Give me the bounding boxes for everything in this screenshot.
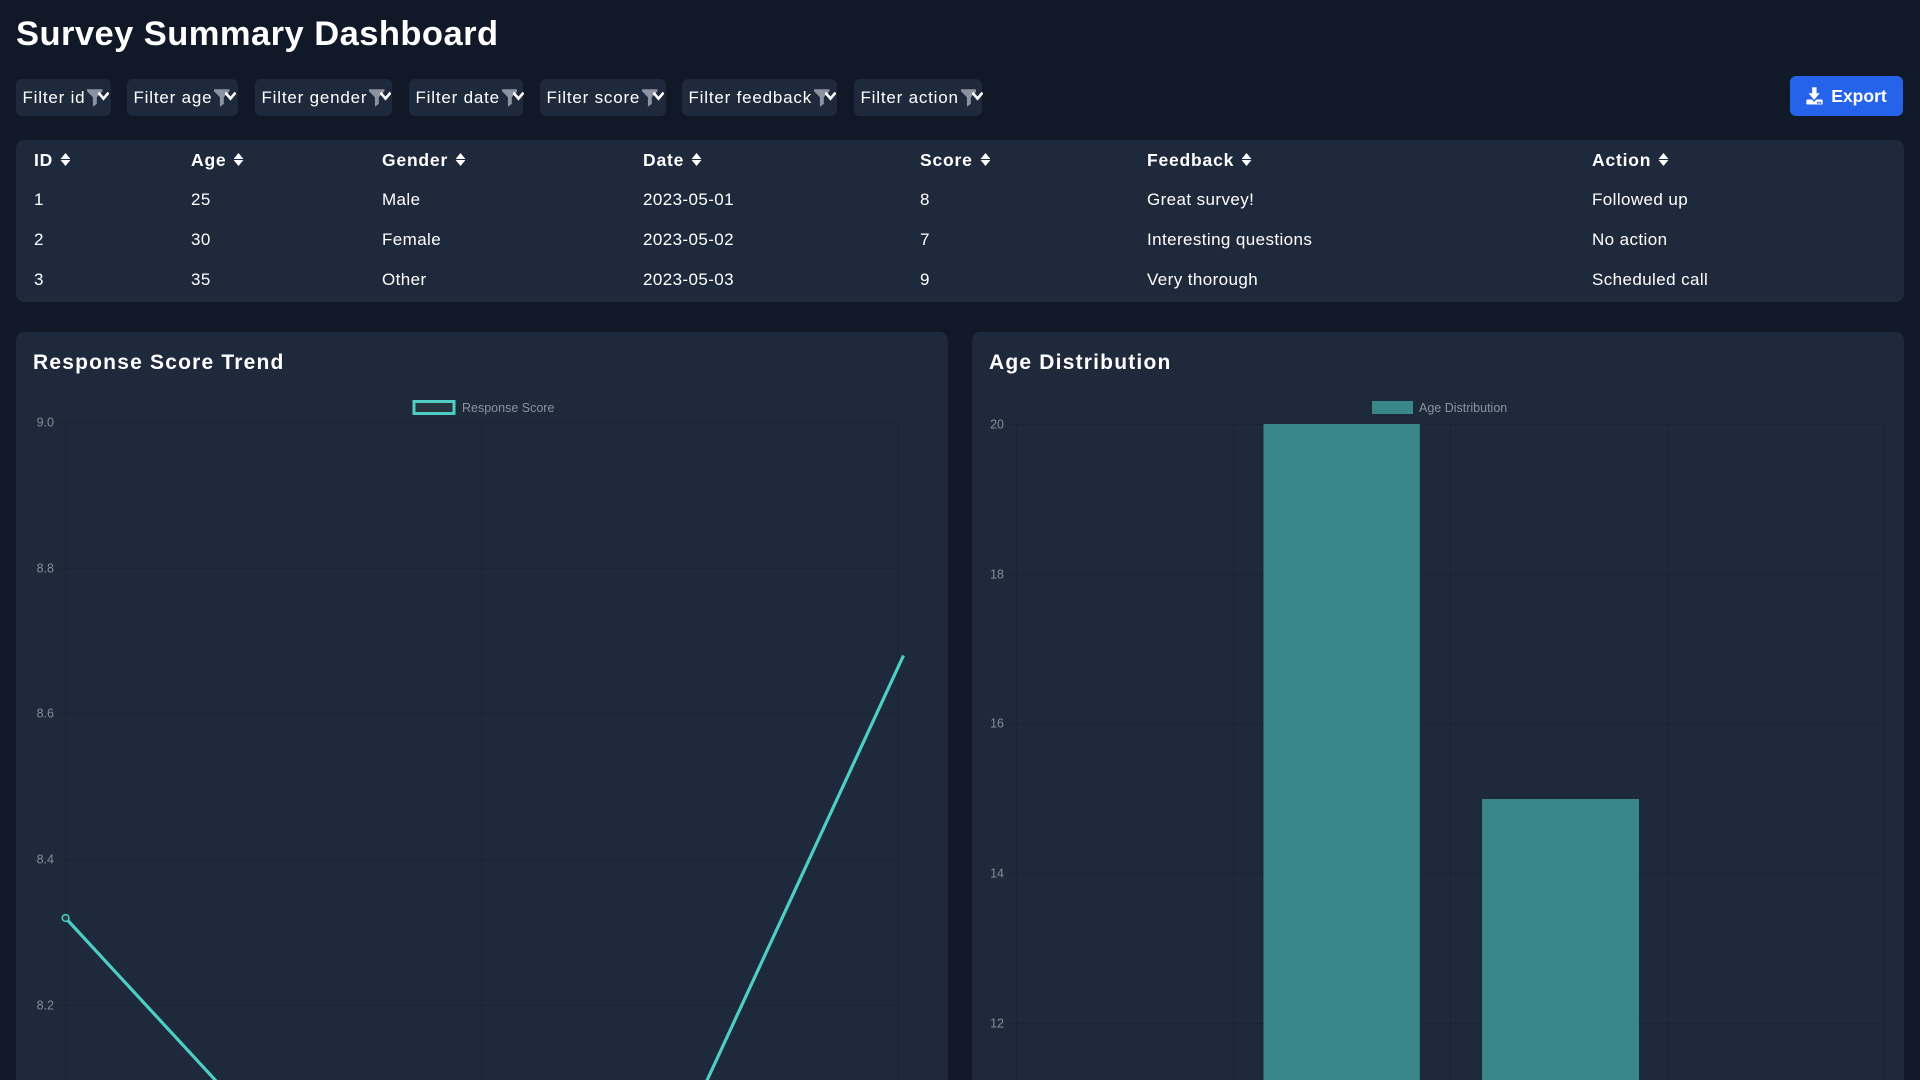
svg-text:9.0: 9.0	[37, 416, 54, 430]
svg-text:8.8: 8.8	[37, 562, 54, 576]
svg-text:8.6: 8.6	[37, 707, 54, 721]
svg-text:20: 20	[990, 418, 1004, 432]
svg-text:12: 12	[990, 1017, 1004, 1031]
svg-text:8.4: 8.4	[37, 853, 54, 867]
svg-text:Response Score: Response Score	[462, 401, 554, 415]
svg-text:14: 14	[990, 867, 1004, 881]
svg-text:8.2: 8.2	[37, 999, 54, 1013]
svg-text:Age Distribution: Age Distribution	[1419, 401, 1507, 415]
svg-text:16: 16	[990, 717, 1004, 731]
svg-text:18: 18	[990, 568, 1004, 582]
